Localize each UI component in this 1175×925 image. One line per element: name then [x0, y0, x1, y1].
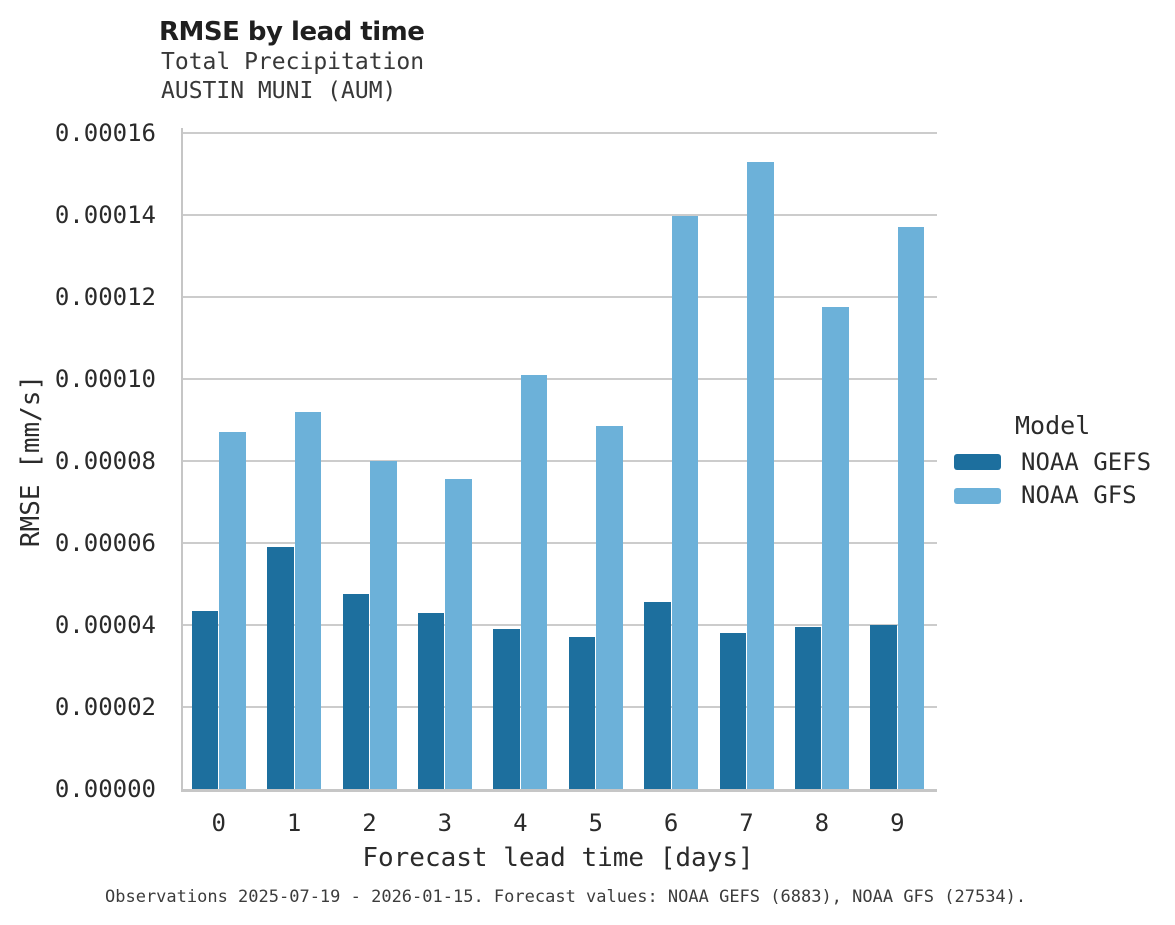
caption: Observations 2025-07-19 - 2026-01-15. Fo… [105, 887, 1027, 907]
bar-gefs-day-6 [644, 602, 671, 789]
y-tick-label: 0.00008 [54, 447, 156, 475]
y-axis-spine [181, 128, 183, 789]
bar-gfs-day-6 [671, 216, 699, 789]
legend-swatch-noaa-gefs [954, 454, 1001, 470]
gridline [181, 214, 937, 216]
gridline [181, 378, 937, 380]
gridline [181, 624, 937, 626]
x-tick-label: 3 [437, 809, 453, 837]
bar-gefs-day-7 [719, 633, 746, 789]
chart-title: RMSE by lead time [159, 17, 425, 47]
legend-item-noaa-gefs [954, 454, 1001, 470]
chart-subtitle-station: AUSTIN MUNI (AUM) [161, 78, 397, 104]
y-tick-label: 0.00002 [54, 693, 156, 721]
x-tick-label: 2 [362, 809, 377, 837]
y-tick-label: 0.00006 [54, 529, 156, 557]
x-tick-label: 6 [663, 809, 679, 837]
bar-gefs-day-1 [267, 547, 294, 789]
x-tick-label: 5 [588, 809, 603, 837]
bar-gefs-day-9 [870, 625, 897, 789]
bar-gfs-day-2 [370, 461, 397, 789]
x-axis-spine [181, 789, 937, 792]
bar-gfs-day-0 [219, 432, 246, 789]
bar-gfs-day-9 [897, 227, 925, 789]
bar-gefs-day-0 [191, 610, 219, 789]
legend-label-noaa-gfs: NOAA GFS [1021, 481, 1137, 509]
y-tick-label: 0.00004 [54, 611, 156, 639]
gridline [181, 132, 937, 134]
y-tick-label: 0.00000 [54, 775, 156, 803]
x-tick-label: 4 [513, 809, 528, 837]
x-tick-label: 8 [814, 809, 830, 837]
bar-gefs-day-2 [342, 594, 369, 789]
bar-gfs-day-3 [445, 479, 472, 789]
y-tick-label: 0.00010 [54, 365, 156, 393]
x-tick-label: 0 [211, 809, 226, 837]
gridline [181, 706, 937, 708]
y-tick-label: 0.00014 [54, 201, 156, 229]
x-tick-label: 9 [890, 809, 905, 837]
legend-title: Model [1015, 411, 1091, 440]
bar-gfs-day-4 [520, 374, 548, 789]
chart-subtitle-variable: Total Precipitation [161, 49, 425, 75]
legend-label-noaa-gefs: NOAA GEFS [1021, 448, 1152, 476]
y-tick-label: 0.00016 [54, 119, 156, 147]
y-tick-label: 0.00012 [54, 283, 156, 311]
bar-gefs-day-8 [794, 627, 822, 789]
gridline [181, 296, 937, 298]
bar-gfs-day-8 [822, 307, 849, 789]
gridline [181, 542, 937, 544]
bar-gfs-day-5 [596, 426, 623, 789]
bar-gefs-day-4 [493, 629, 520, 789]
legend-swatch-noaa-gfs [954, 488, 1001, 504]
bar-gefs-day-5 [568, 637, 596, 789]
bar-gfs-day-7 [747, 161, 774, 789]
gridline [181, 460, 937, 462]
bar-gefs-day-3 [417, 612, 445, 789]
x-axis-label: Forecast lead time [days] [362, 843, 754, 873]
bar-gfs-day-1 [294, 411, 322, 789]
x-tick-label: 1 [286, 809, 302, 837]
x-tick-label: 7 [739, 809, 754, 837]
legend-item-noaa-gfs [954, 488, 1001, 504]
